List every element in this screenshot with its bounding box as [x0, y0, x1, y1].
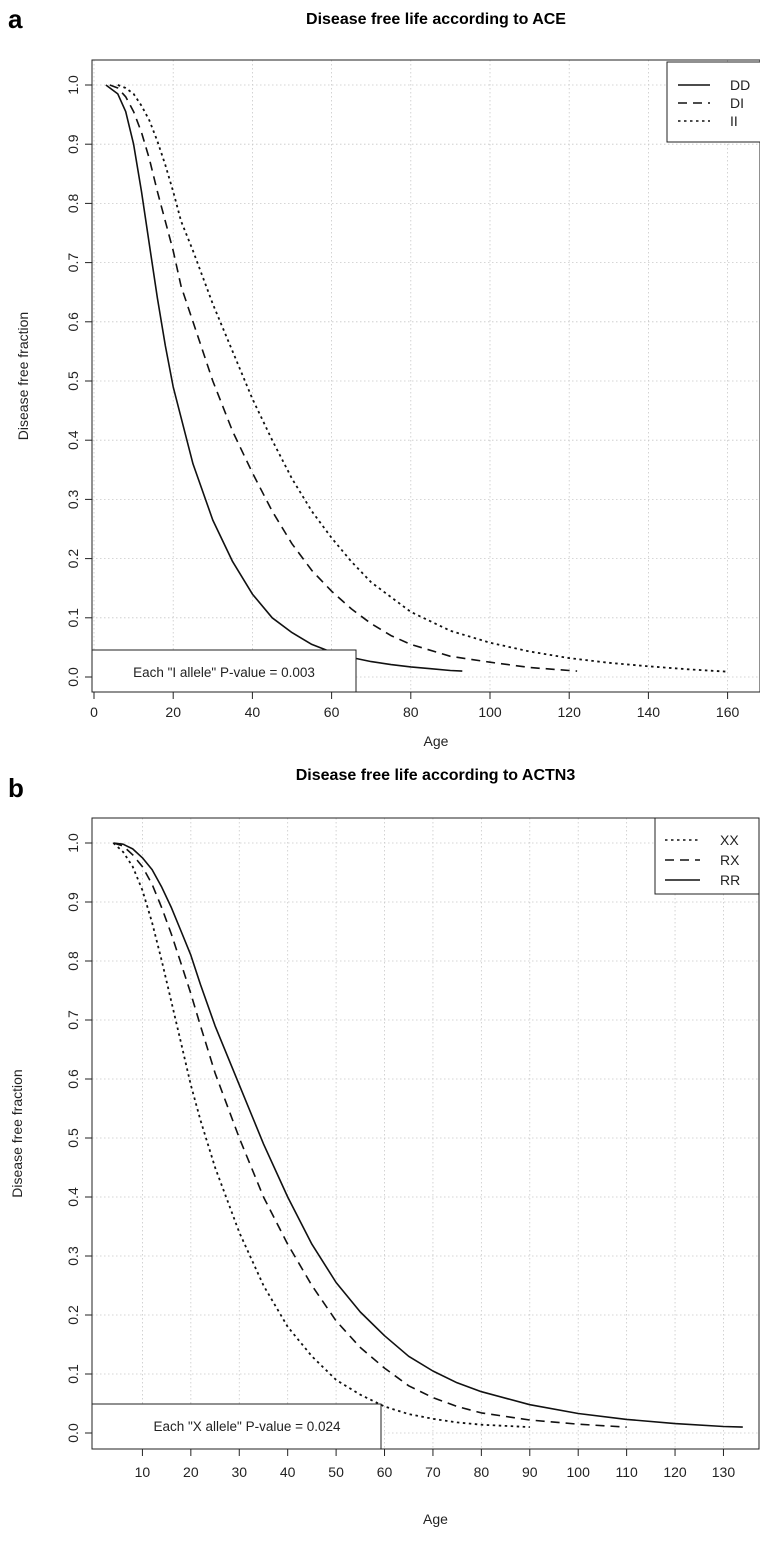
y-tick-label: 0.8: [65, 193, 81, 213]
series-line-rx: [113, 842, 627, 1428]
y-axis-label: Disease free fraction: [15, 312, 31, 440]
series-line-ii: [117, 84, 728, 673]
x-tick-label: 130: [712, 1464, 736, 1480]
y-tick-label: 0.8: [65, 951, 81, 971]
panel-letter: b: [8, 773, 24, 803]
x-tick-label: 60: [324, 704, 340, 720]
y-tick-label: 0.4: [65, 430, 81, 450]
y-tick-label: 0.0: [65, 667, 81, 687]
x-tick-label: 40: [280, 1464, 296, 1480]
x-tick-label: 30: [231, 1464, 247, 1480]
y-tick-label: 0.6: [65, 312, 81, 332]
x-tick-label: 20: [183, 1464, 199, 1480]
x-tick-label: 140: [637, 704, 661, 720]
x-tick-label: 110: [615, 1464, 638, 1480]
x-tick-label: 60: [377, 1464, 393, 1480]
x-tick-label: 0: [90, 704, 98, 720]
y-tick-label: 0.3: [65, 489, 81, 509]
legend-label-di: DI: [730, 95, 744, 111]
y-tick-label: 0.2: [65, 1305, 81, 1325]
x-tick-label: 100: [567, 1464, 591, 1480]
y-tick-label: 0.7: [65, 1010, 81, 1030]
legend-label-xx: XX: [720, 832, 739, 848]
x-axis-label: Age: [423, 1511, 448, 1527]
x-tick-label: 80: [474, 1464, 490, 1480]
y-tick-label: 0.3: [65, 1246, 81, 1266]
x-tick-label: 80: [403, 704, 419, 720]
x-tick-label: 20: [165, 704, 181, 720]
panel-b-chart: b Disease free life according to ACTN3 10 2…: [8, 767, 760, 1527]
x-tick-label: 10: [135, 1464, 151, 1480]
pvalue-box: [91, 1403, 382, 1450]
y-tick-label: 0.7: [65, 253, 81, 273]
legend-label-ii: II: [730, 113, 738, 129]
x-tick-label: 40: [245, 704, 261, 720]
plot-frame: [91, 59, 760, 693]
x-tick-label: 120: [558, 704, 582, 720]
y-tick-label: 1.0: [65, 75, 81, 95]
y-tick-label: 0.6: [65, 1069, 81, 1089]
x-tick-label: 160: [716, 704, 740, 720]
series-line-rr: [113, 842, 743, 1428]
x-tick-label: 120: [663, 1464, 687, 1480]
plot-frame: [91, 817, 760, 1450]
legend-label-rr: RR: [720, 872, 740, 888]
y-tick-label: 0.5: [65, 371, 81, 391]
x-tick-label: 50: [328, 1464, 344, 1480]
y-tick-label: 0.4: [65, 1187, 81, 1207]
chart-title: Disease free life according to ACTN3: [296, 767, 576, 784]
pvalue-annotation: Each "X allele" P-value = 0.024: [153, 1419, 341, 1434]
y-tick-label: 1.0: [65, 833, 81, 853]
x-tick-label: 100: [478, 704, 502, 720]
y-tick-label: 0.0: [65, 1423, 81, 1443]
panel-letter: a: [8, 4, 23, 34]
panel-a-chart: a Disease free life according to ACE 0 20 40…: [8, 4, 760, 749]
y-tick-label: 0.9: [65, 892, 81, 912]
pvalue-annotation: Each "I allele" P-value = 0.003: [133, 665, 315, 680]
x-tick-label: 90: [522, 1464, 538, 1480]
pvalue-box: [91, 649, 357, 693]
legend-label-dd: DD: [730, 77, 750, 93]
y-tick-label: 0.5: [65, 1128, 81, 1148]
chart-title: Disease free life according to ACE: [306, 11, 566, 28]
x-axis-label: Age: [424, 733, 449, 749]
legend-box: [654, 817, 760, 895]
legend-label-rx: RX: [720, 852, 740, 868]
legend-box: [666, 61, 760, 143]
y-axis-label: Disease free fraction: [9, 1069, 25, 1197]
series-line-di: [109, 84, 578, 672]
y-tick-label: 0.9: [65, 134, 81, 154]
y-tick-label: 0.1: [65, 1364, 81, 1384]
series-line-dd: [105, 84, 463, 672]
y-tick-label: 0.2: [65, 549, 81, 569]
x-tick-label: 70: [425, 1464, 441, 1480]
series-line-xx: [112, 842, 530, 1428]
y-tick-label: 0.1: [65, 608, 81, 628]
